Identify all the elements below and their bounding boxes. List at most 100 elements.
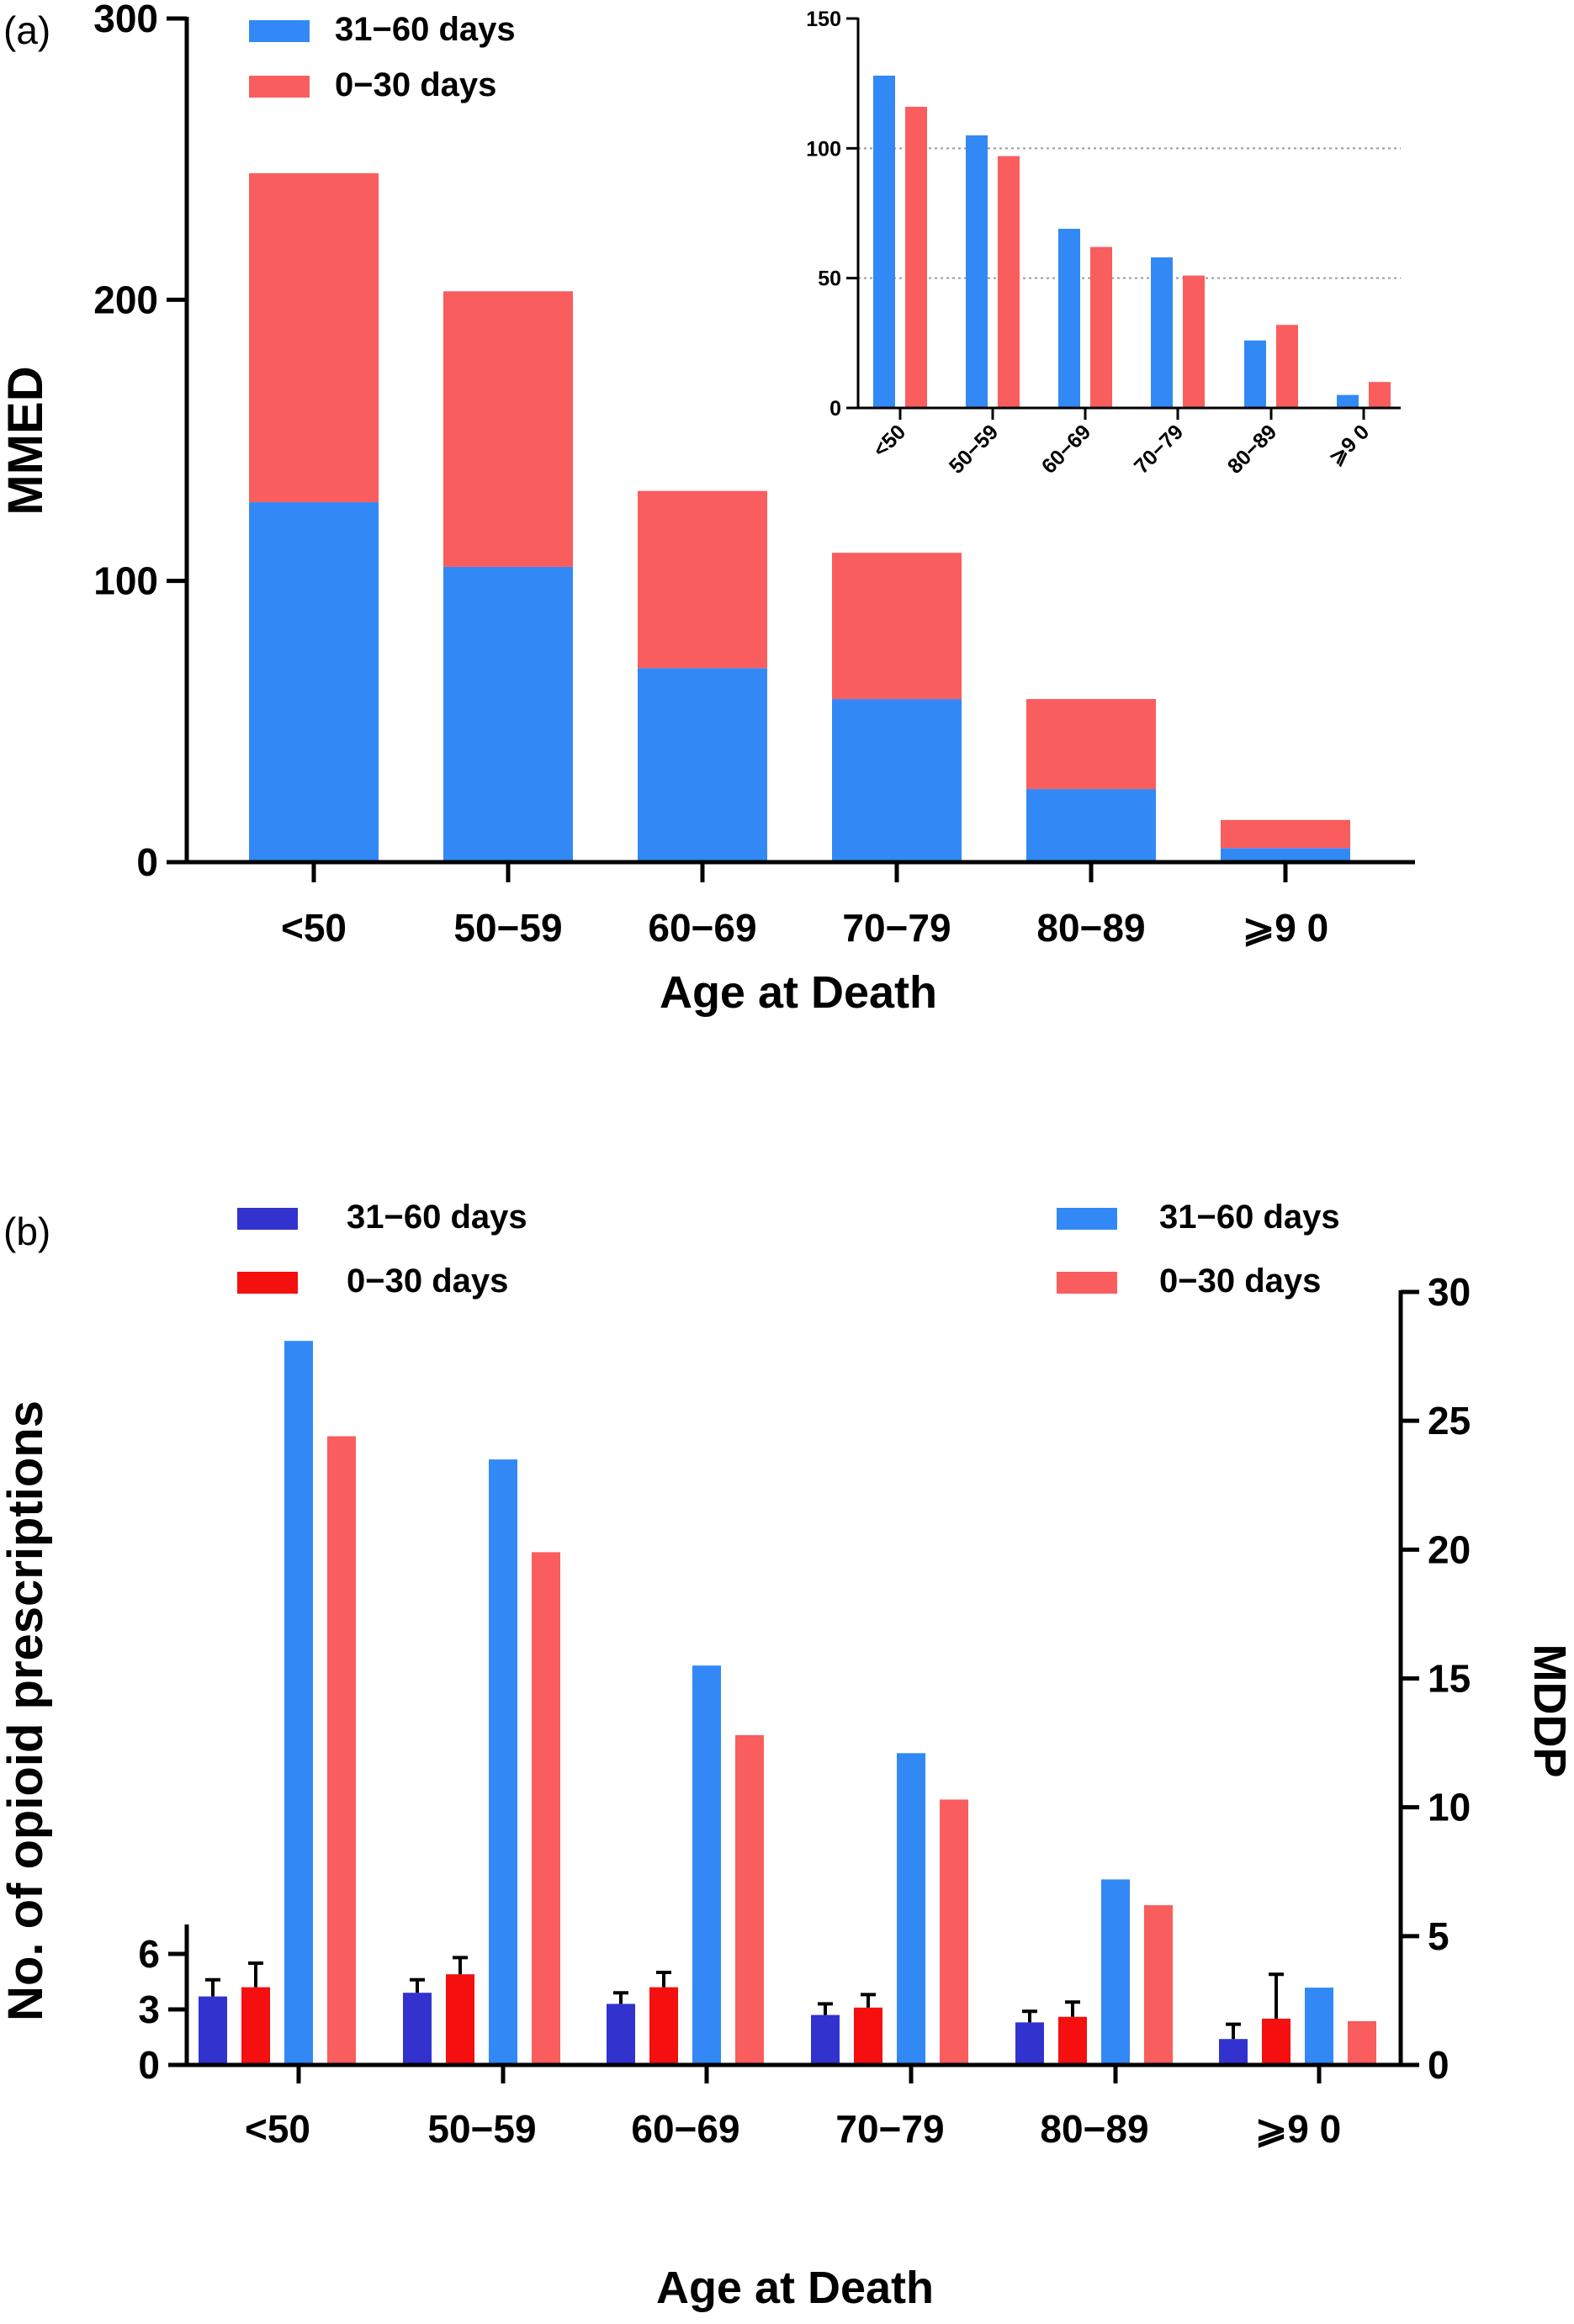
bar-rx-31-60-70-79 (811, 2014, 840, 2065)
inset-x-tick-label: 60−69 (1037, 420, 1095, 478)
inset-bar-0-30-60-69 (1090, 246, 1112, 408)
bar-mddp-0-30-9-0 (1348, 2020, 1376, 2065)
left-y-tick-label: 0 (138, 2043, 160, 2087)
inset-y-tick-label: 100 (806, 137, 841, 161)
inset-bar-0-30-9-0 (1369, 382, 1391, 408)
error-bar-rx-0-30-60-69 (656, 1971, 671, 1988)
bar-rx-0-30-9-0 (1262, 2019, 1290, 2065)
inset-y-tick-label: 150 (806, 8, 841, 31)
left-y-tick-label: 6 (138, 1932, 160, 1976)
panel-b-label: (b) (3, 1210, 50, 1253)
x-tick-label: 80−89 (1036, 906, 1145, 950)
x-tick-label: 70−79 (842, 906, 951, 950)
legend-swatch-mddp-0-30 (1057, 1272, 1117, 1294)
bar-0-30-70-79 (832, 553, 962, 700)
y-axis-label-mddp: MDDP (1524, 1644, 1574, 1778)
legend-swatch-31-60 (249, 20, 310, 42)
bar-31-60-9-0 (1221, 848, 1350, 862)
bar-31-60-50 (249, 502, 379, 862)
y-tick-label: 200 (93, 278, 158, 321)
y-tick-label: 0 (136, 840, 158, 884)
x-tick-label: 60−69 (631, 2107, 739, 2151)
inset-bar-31-60-80-89 (1244, 340, 1266, 408)
bar-mddp-31-60-9-0 (1305, 1988, 1333, 2065)
panel-a-label: (a) (3, 8, 50, 52)
inset-x-tick-label: 80−89 (1223, 420, 1281, 478)
inset-y-tick-label: 0 (829, 397, 841, 421)
bar-rx-31-60-9-0 (1219, 2039, 1248, 2065)
x-tick-label: ⩾9 0 (1255, 2107, 1342, 2151)
bar-31-60-60-69 (638, 668, 767, 862)
bar-31-60-80-89 (1026, 789, 1156, 862)
x-axis-label: Age at Death (660, 967, 937, 1018)
bar-mddp-0-30-70-79 (940, 1799, 968, 2065)
y-tick-label: 100 (93, 559, 158, 603)
error-bar-rx-31-60-60-69 (613, 1991, 628, 2004)
y-axis-label-prescriptions: No. of opioid prescriptions (0, 1400, 53, 2021)
y-axis-label-mmed: MMED (0, 366, 53, 515)
bar-rx-0-30-70-79 (854, 2007, 882, 2065)
error-bar-rx-31-60-80-89 (1022, 2009, 1037, 2023)
bar-mddp-31-60-70-79 (897, 1753, 925, 2065)
bar-rx-0-30-80-89 (1058, 2016, 1087, 2065)
x-tick-label: 50−59 (453, 906, 562, 950)
inset-bar-31-60-70-79 (1151, 257, 1173, 408)
bar-mddp-31-60-60-69 (692, 1665, 721, 2065)
bar-31-60-70-79 (832, 699, 962, 862)
error-bar-rx-0-30-50 (248, 1961, 263, 1988)
inset-bar-0-30-80-89 (1276, 325, 1298, 408)
y-tick-label: 300 (93, 0, 158, 40)
inset-bar-0-30-50-59 (998, 156, 1020, 409)
inset-bar-31-60-9-0 (1337, 394, 1359, 408)
error-bar-rx-0-30-70-79 (861, 1993, 876, 2008)
bar-mddp-0-30-50 (327, 1436, 356, 2065)
legend-label-31-60: 31−60 days (335, 11, 516, 48)
bar-mddp-0-30-80-89 (1144, 1905, 1173, 2065)
inset-bar-31-60-60-69 (1058, 229, 1080, 408)
bar-rx-31-60-60-69 (607, 2004, 635, 2065)
legend-swatch-rx-31-60 (237, 1208, 298, 1230)
right-y-tick-label: 25 (1428, 1399, 1471, 1443)
bar-mddp-0-30-60-69 (735, 1734, 764, 2065)
right-y-tick-label: 20 (1428, 1527, 1471, 1571)
legend-label-rx-31-60: 31−60 days (347, 1199, 527, 1236)
legend-label-mddp-0-30: 0−30 days (1159, 1263, 1321, 1300)
x-tick-label: 50−59 (427, 2107, 536, 2151)
bar-mddp-31-60-50 (284, 1341, 313, 2065)
bar-mddp-31-60-50-59 (489, 1459, 517, 2065)
bar-rx-0-30-50-59 (446, 1974, 474, 2065)
left-y-tick-label: 3 (138, 1988, 160, 2031)
error-bar-rx-0-30-50-59 (453, 1956, 468, 1975)
bar-rx-31-60-50 (199, 1996, 227, 2065)
inset-bar-31-60-50-59 (966, 135, 988, 408)
x-tick-label: <50 (245, 2107, 310, 2151)
bar-0-30-60-69 (638, 490, 767, 669)
x-tick-label: 70−79 (835, 2107, 944, 2151)
inset-bar-0-30-50 (905, 106, 927, 409)
error-bar-rx-31-60-9-0 (1226, 2022, 1241, 2040)
legend-swatch-0-30 (249, 76, 310, 98)
inset-bar-31-60-50 (873, 75, 895, 408)
error-bar-rx-0-30-80-89 (1065, 2000, 1080, 2017)
chart-b-prescriptions-mddp: 0 3 6 0 5 10 15 20 25 30 <50 50−59 60−69 70−79 80−89… (0, 1199, 1574, 2313)
right-y-tick-label: 30 (1428, 1270, 1471, 1314)
bar-0-30-80-89 (1026, 699, 1156, 790)
right-y-tick-label: 5 (1428, 1914, 1449, 1958)
inset-x-tick-label: 50−59 (945, 420, 1003, 478)
inset-x-tick-label: ⩾9 0 (1324, 420, 1374, 469)
bar-31-60-50-59 (443, 566, 573, 862)
right-y-tick-label: 15 (1428, 1657, 1471, 1701)
inset-x-tick-label: <50 (868, 420, 910, 462)
bar-rx-31-60-50-59 (403, 1993, 432, 2065)
error-bar-rx-31-60-50 (205, 1977, 220, 1997)
bar-rx-0-30-60-69 (649, 1987, 678, 2065)
error-bar-rx-31-60-70-79 (818, 2002, 833, 2015)
bar-0-30-50 (249, 172, 379, 503)
right-y-tick-label: 10 (1428, 1786, 1471, 1829)
inset-bar-0-30-70-79 (1183, 275, 1205, 408)
legend-swatch-mddp-31-60 (1057, 1208, 1117, 1230)
x-axis-label: Age at Death (656, 2263, 934, 2313)
bar-rx-0-30-50 (241, 1987, 270, 2065)
x-tick-label: 80−89 (1040, 2107, 1148, 2151)
